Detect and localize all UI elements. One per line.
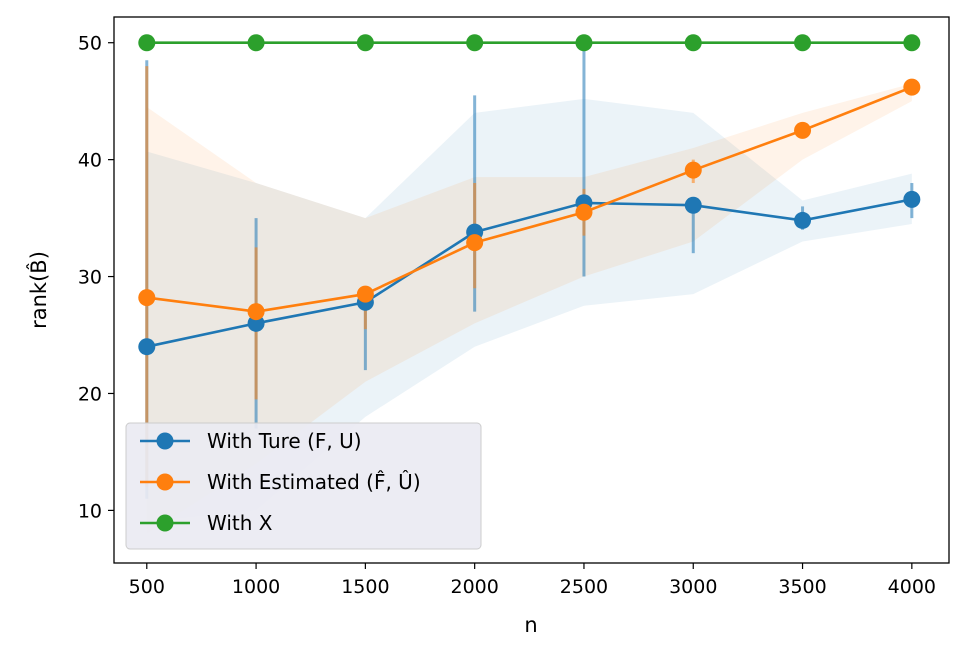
line-series-0 xyxy=(146,198,913,348)
point-series-2-7 xyxy=(903,34,921,52)
point-series-0-0 xyxy=(138,338,156,356)
point-series-1-4 xyxy=(575,203,593,221)
band-series-1 xyxy=(146,83,912,534)
point-series-0-7 xyxy=(903,190,921,208)
point-series-0-6 xyxy=(794,211,812,229)
point-series-2-6 xyxy=(794,34,812,52)
line-series-1 xyxy=(146,85,913,313)
y-axis-label: rank(B̂) xyxy=(26,251,51,329)
point-series-1-7 xyxy=(903,78,921,96)
point-series-2-2 xyxy=(356,34,374,52)
point-series-2-4 xyxy=(575,34,593,52)
x-tick-label-5: 3000 xyxy=(669,576,717,598)
y-tick-label-3: 40 xyxy=(78,150,102,172)
y-tick-label-0: 10 xyxy=(78,500,102,522)
point-series-0-5 xyxy=(684,196,702,214)
plot-frame xyxy=(113,16,950,564)
point-series-2-5 xyxy=(684,34,702,52)
band-series-0 xyxy=(146,98,912,523)
point-series-2-1 xyxy=(247,34,265,52)
legend-label-1: With Estimated (F̂, Û) xyxy=(207,470,421,494)
point-series-1-6 xyxy=(794,121,812,139)
point-series-1-5 xyxy=(684,161,702,179)
y-axis-ticks: 10 20 30 40 50 xyxy=(78,33,114,522)
y-tick-label-1: 20 xyxy=(78,383,102,405)
point-series-1-0 xyxy=(138,289,156,307)
point-series-0-1 xyxy=(247,314,265,332)
x-tick-label-1: 1000 xyxy=(232,576,280,598)
legend-label-2: With X xyxy=(207,511,273,535)
point-series-1-1 xyxy=(247,303,265,321)
point-series-2-3 xyxy=(466,34,484,52)
point-series-2-0 xyxy=(138,34,156,52)
point-series-1-2 xyxy=(356,285,374,303)
x-tick-label-2: 1500 xyxy=(341,576,389,598)
x-tick-label-7: 4000 xyxy=(888,576,936,598)
point-series-1-3 xyxy=(466,234,484,252)
legend-marker-0 xyxy=(156,432,174,450)
y-tick-label-2: 30 xyxy=(78,267,102,289)
y-tick-label-4: 50 xyxy=(78,33,102,55)
legend-marker-1 xyxy=(156,473,174,491)
series-lines xyxy=(138,34,921,356)
x-tick-label-6: 3500 xyxy=(778,576,826,598)
legend-marker-2 xyxy=(156,514,174,532)
legend-box xyxy=(125,422,482,550)
x-tick-label-0: 500 xyxy=(129,576,165,598)
x-tick-label-3: 2000 xyxy=(450,576,498,598)
confidence-bands xyxy=(146,83,912,534)
x-tick-label-4: 2500 xyxy=(560,576,608,598)
x-axis-ticks: 500 1000 1500 2000 2500 3000 3500 4000 xyxy=(129,563,936,598)
legend-label-0: With Ture (F, U) xyxy=(207,429,362,453)
legend: With Ture (F, U) With Estimated (F̂, Û) W… xyxy=(125,422,482,550)
y-axis-label-group: rank(B̂) xyxy=(26,251,51,329)
x-axis-label: n xyxy=(524,613,537,637)
